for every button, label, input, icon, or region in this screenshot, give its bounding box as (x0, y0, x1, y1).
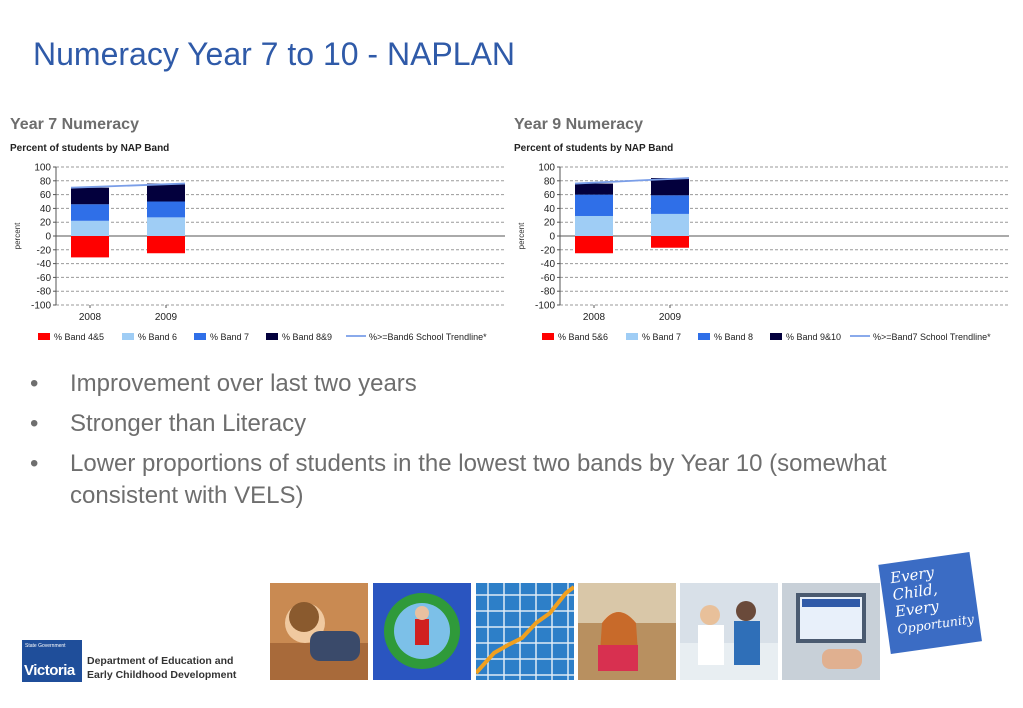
legend-label: % Band 5&6 (558, 332, 608, 342)
bar-segment (575, 183, 613, 195)
bar-segment (147, 217, 185, 236)
y-tick-label: 40 (40, 204, 52, 215)
chart-subtitle: Percent of students by NAP Band (514, 143, 674, 154)
legend-swatch (698, 333, 710, 340)
y-tick-label: -60 (37, 273, 52, 284)
x-tick-label: 2009 (659, 312, 682, 323)
y-tick-label: -80 (37, 287, 52, 298)
y-tick-label: 60 (544, 190, 556, 201)
bar-segment (651, 236, 689, 248)
bullet-item: • Improvement over last two years (30, 368, 930, 400)
y-tick-label: -100 (31, 301, 51, 312)
bar-segment (147, 183, 185, 202)
trendline (574, 177, 690, 185)
bullet-glyph: • (30, 450, 39, 477)
baby-photo (270, 583, 368, 680)
bullet-text: Stronger than Literacy (70, 410, 307, 437)
bar-segment (575, 236, 613, 254)
legend-label: % Band 4&5 (54, 332, 104, 342)
logo-big-text: Victoria (24, 662, 75, 679)
legend-label: % Band 6 (138, 332, 177, 342)
legend-label: % Band 8&9 (282, 332, 332, 342)
bullet-text: Lower proportions of students in the low… (70, 450, 887, 509)
graph-photo (476, 583, 574, 680)
x-tick-label: 2008 (583, 312, 606, 323)
bar-segment (651, 195, 689, 214)
legend-label: %>=Band7 School Trendline* (873, 332, 991, 342)
bar-segment (71, 204, 109, 221)
bullet-item: • Stronger than Literacy (30, 408, 930, 440)
bullet-glyph: • (30, 370, 39, 397)
y-tick-label: -20 (541, 245, 556, 256)
x-tick-label: 2009 (155, 312, 178, 323)
legend-swatch (194, 333, 206, 340)
y-axis-label: percent (13, 222, 22, 249)
legend-swatch (266, 333, 278, 340)
bar-segment (651, 213, 689, 236)
y-tick-label: -40 (37, 259, 52, 270)
y-tick-label: -60 (541, 273, 556, 284)
y-axis-label: percent (517, 222, 526, 249)
slide-title: Numeracy Year 7 to 10 - NAPLAN (33, 36, 516, 72)
science-class-photo (680, 583, 778, 680)
y-tick-label: 60 (40, 190, 52, 201)
dept-line2: Early Childhood Development (87, 669, 237, 681)
dept-line1: Department of Education and (87, 655, 234, 667)
computer-photo (782, 583, 880, 680)
chart-subtitle: Percent of students by NAP Band (10, 143, 170, 154)
legend-label: % Band 8 (714, 332, 753, 342)
bar-segment (575, 194, 613, 216)
bar-segment (147, 236, 185, 254)
department-name: Department of Education and Early Childh… (87, 654, 236, 682)
legend-swatch (626, 333, 638, 340)
legend-label: % Band 9&10 (786, 332, 841, 342)
y-tick-label: 40 (544, 204, 556, 215)
bullet-item: • Lower proportions of students in the lo… (30, 448, 930, 512)
y-tick-label: -80 (541, 287, 556, 298)
legend-label: % Band 7 (642, 332, 681, 342)
y-tick-label: 0 (45, 232, 51, 243)
logo-small-text: State Government (25, 643, 66, 649)
bar-segment (651, 178, 689, 196)
bar-segment (147, 201, 185, 218)
legend-label: %>=Band6 School Trendline* (369, 332, 487, 342)
victoria-logo: State Government Victoria (22, 640, 82, 682)
x-tick-label: 2008 (79, 312, 102, 323)
y-tick-label: -40 (541, 259, 556, 270)
every-child-logo: Every Child, Every Opportunity (878, 552, 982, 654)
y-tick-label: 100 (538, 163, 555, 174)
y-tick-label: -20 (37, 245, 52, 256)
year9-chart: percent 100 80 60 40 20 0 -20 -40 -60 -80 -100 2008 2… (517, 163, 1009, 342)
bullet-text: Improvement over last two years (70, 370, 417, 397)
y-tick-label: 20 (544, 218, 556, 229)
y-tick-label: 80 (544, 176, 556, 187)
student-reading-photo (578, 583, 676, 680)
bar-segment (71, 187, 109, 205)
bar-segment (575, 215, 613, 236)
bullet-glyph: • (30, 410, 39, 437)
year7-chart-panel: Year 7 Numeracy Percent of students by N… (8, 114, 508, 350)
trendline (70, 182, 186, 189)
y-tick-label: 20 (40, 218, 52, 229)
legend-swatch (770, 333, 782, 340)
year7-chart: percent 100 80 60 40 20 0 -20 -40 -60 -80 -100 2008 2… (13, 163, 505, 342)
y-tick-label: 0 (549, 232, 555, 243)
legend-label: % Band 7 (210, 332, 249, 342)
chart-heading: Year 7 Numeracy (10, 116, 139, 133)
bar-segment (71, 236, 109, 258)
legend-swatch (542, 333, 554, 340)
bullet-list: • Improvement over last two years • Strong… (30, 368, 930, 520)
playground-photo (373, 583, 471, 680)
legend-swatch (38, 333, 50, 340)
bar-segment (71, 220, 109, 236)
y-tick-label: -100 (535, 301, 555, 312)
legend-swatch (122, 333, 134, 340)
y-tick-label: 80 (40, 176, 52, 187)
year9-chart-panel: Year 9 Numeracy Percent of students by N… (512, 114, 1012, 350)
chart-heading: Year 9 Numeracy (514, 116, 643, 133)
y-tick-label: 100 (34, 163, 51, 174)
